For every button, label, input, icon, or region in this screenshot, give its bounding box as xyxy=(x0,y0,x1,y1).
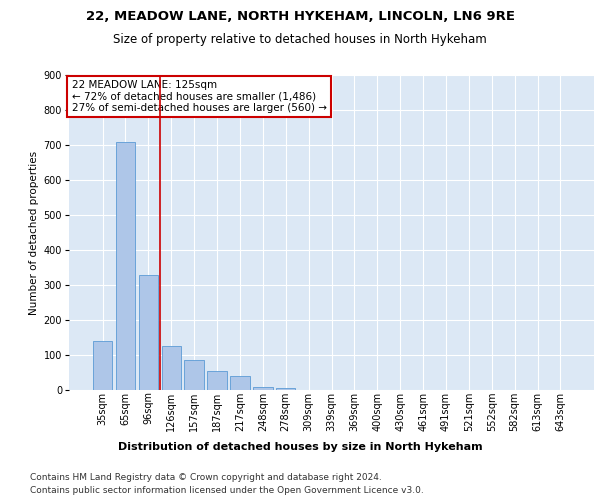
Bar xyxy=(208,371,227,390)
Text: Distribution of detached houses by size in North Hykeham: Distribution of detached houses by size … xyxy=(118,442,482,452)
Text: 22 MEADOW LANE: 125sqm
← 72% of detached houses are smaller (1,486)
27% of semi-: 22 MEADOW LANE: 125sqm ← 72% of detached… xyxy=(71,80,326,113)
Bar xyxy=(184,360,204,390)
Text: Contains public sector information licensed under the Open Government Licence v3: Contains public sector information licen… xyxy=(30,486,424,495)
Text: Contains HM Land Registry data © Crown copyright and database right 2024.: Contains HM Land Registry data © Crown c… xyxy=(30,472,382,482)
Y-axis label: Number of detached properties: Number of detached properties xyxy=(29,150,40,314)
Bar xyxy=(161,346,181,390)
Bar xyxy=(93,341,112,390)
Bar xyxy=(253,386,272,390)
Text: Size of property relative to detached houses in North Hykeham: Size of property relative to detached ho… xyxy=(113,32,487,46)
Text: 22, MEADOW LANE, NORTH HYKEHAM, LINCOLN, LN6 9RE: 22, MEADOW LANE, NORTH HYKEHAM, LINCOLN,… xyxy=(86,10,515,23)
Bar xyxy=(116,142,135,390)
Bar xyxy=(139,274,158,390)
Bar xyxy=(230,376,250,390)
Bar xyxy=(276,388,295,390)
